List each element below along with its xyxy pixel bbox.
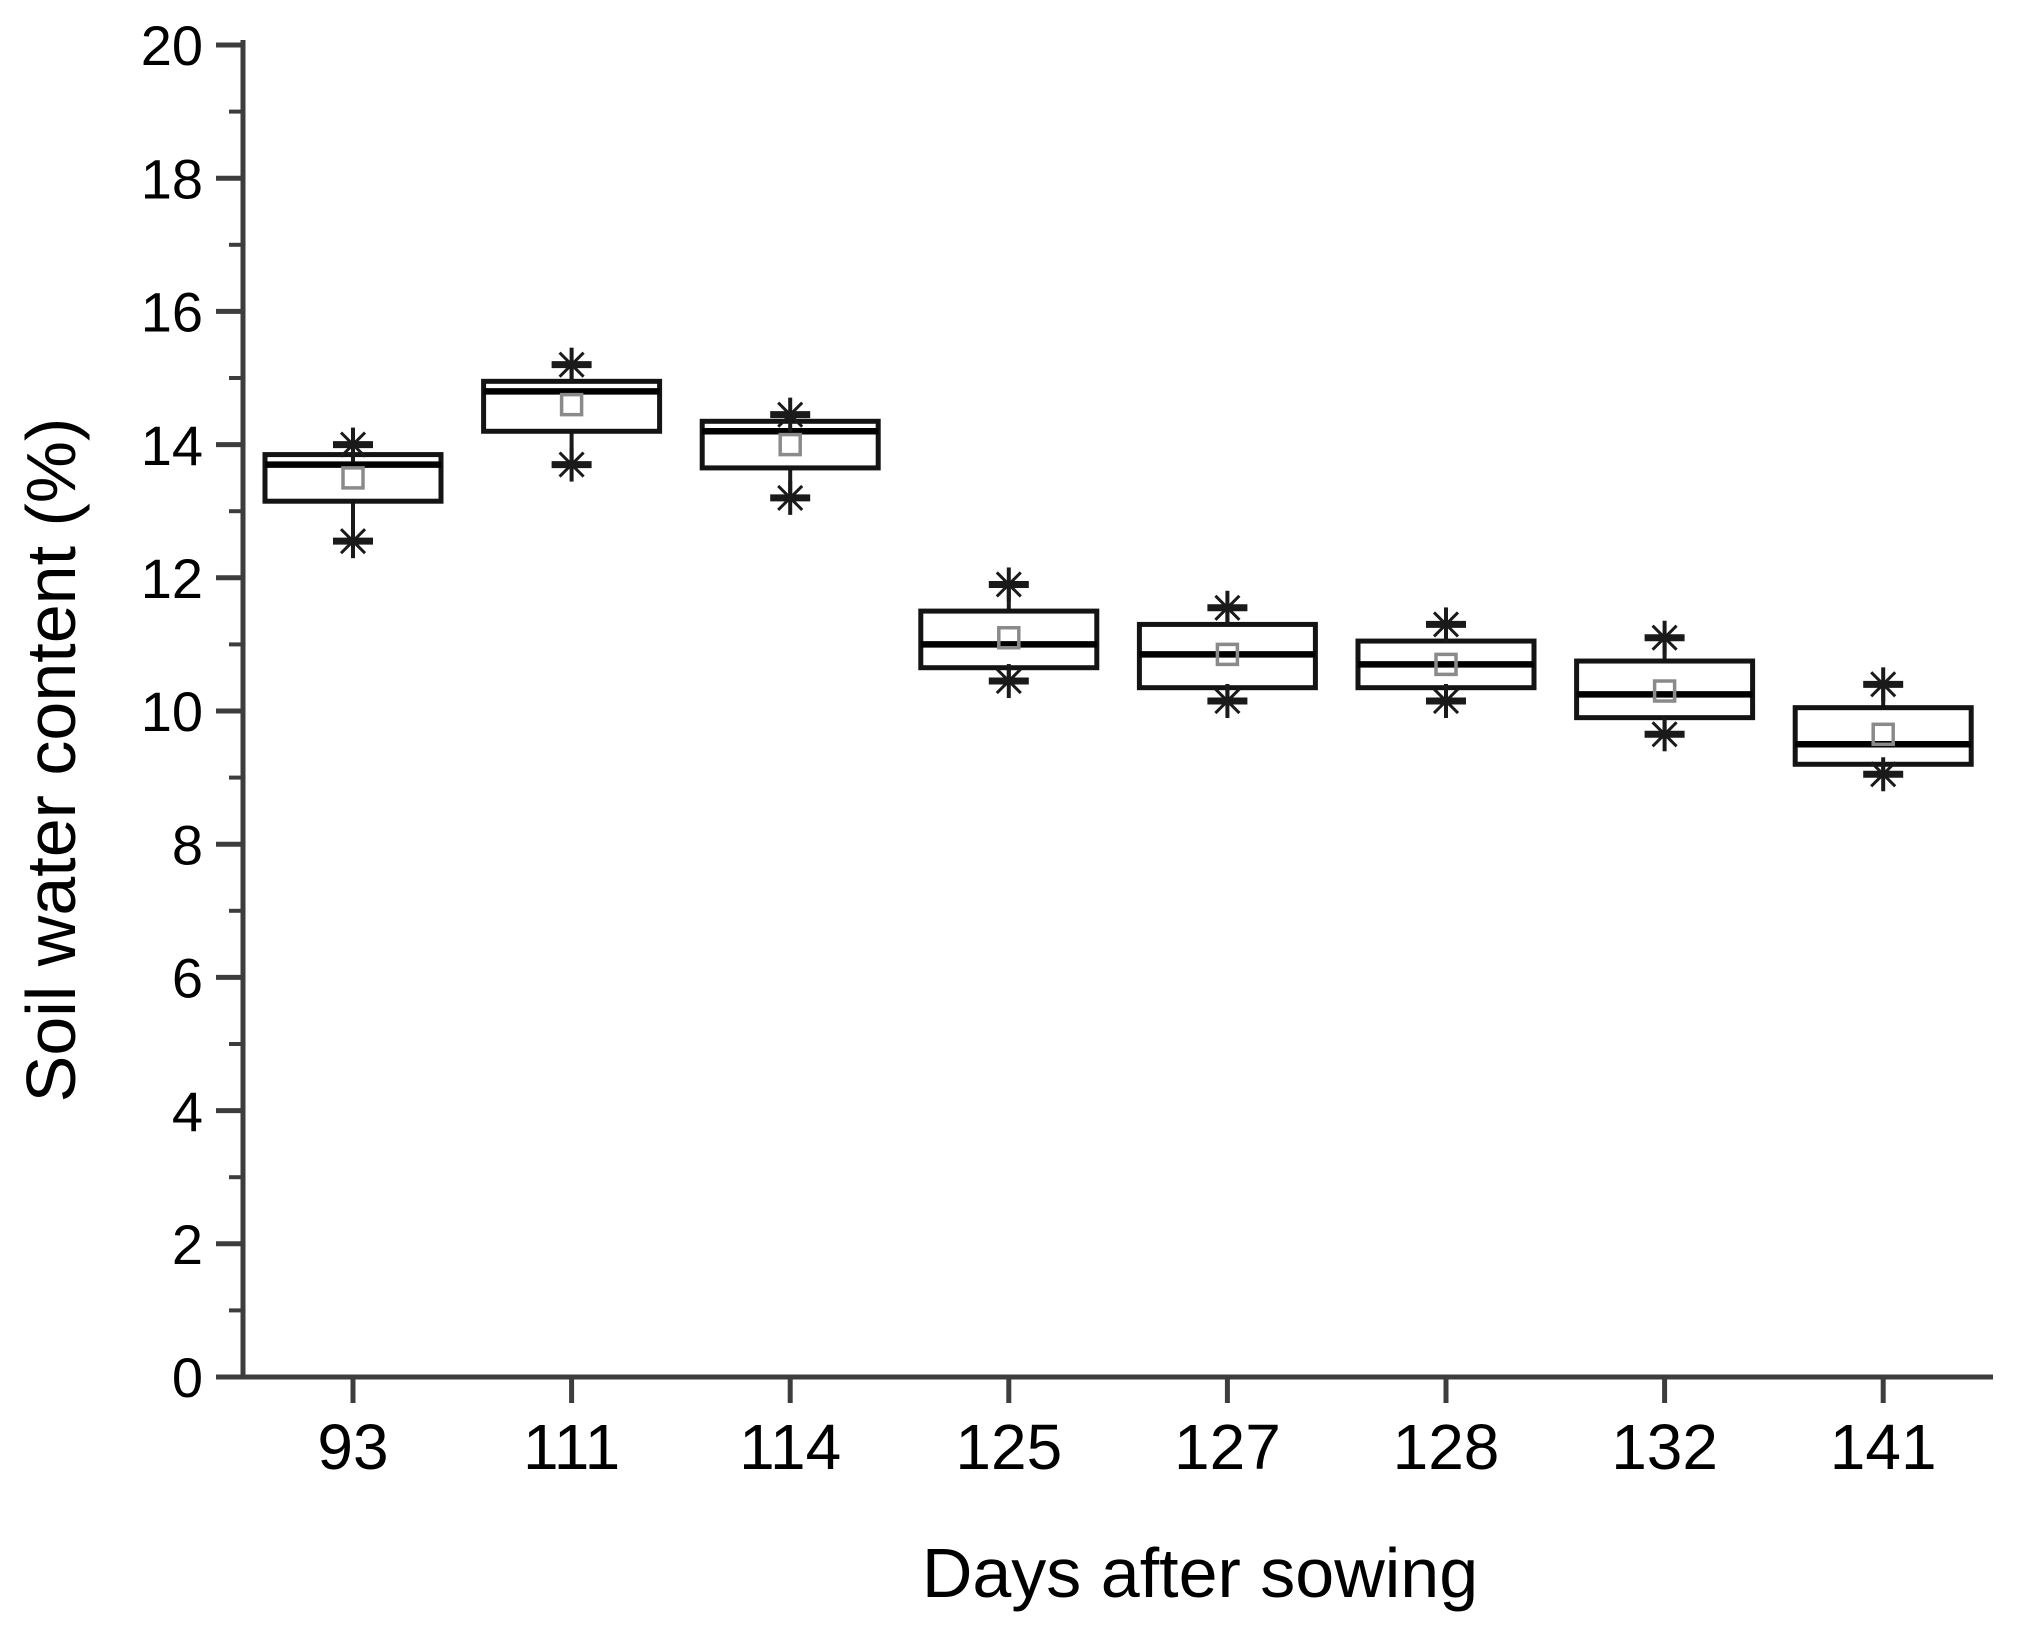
star-ray-diag2 (995, 571, 1022, 598)
star-ray-diag2 (1214, 594, 1241, 621)
upper-whisker-marker (333, 427, 373, 462)
box-group-125 (918, 567, 1100, 699)
iqr-box (1792, 705, 1974, 767)
mean-marker (559, 392, 584, 417)
star-ray-diag2 (1432, 687, 1460, 715)
y-tick-label: 10 (141, 680, 203, 743)
star-ray-diag2 (777, 484, 804, 511)
upper-whisker-marker (1426, 607, 1466, 642)
star-ray-diag2 (558, 351, 585, 378)
y-tick-label: 12 (141, 547, 203, 610)
mean-marker (778, 432, 802, 457)
lower-whisker-marker (1863, 757, 1904, 792)
star-ray-diag2 (995, 667, 1022, 695)
x-tick-label: 128 (1393, 1411, 1500, 1483)
upper-whisker-marker (1863, 667, 1904, 702)
star-ray-diag2 (777, 401, 804, 428)
mean-marker (997, 625, 1021, 650)
star-ray-diag2 (1870, 761, 1897, 788)
y-tick-label: 0 (172, 1346, 203, 1409)
star-ray-diag2 (1651, 624, 1678, 651)
lower-whisker-marker (1207, 684, 1248, 719)
y-tick-label: 4 (172, 1080, 203, 1143)
y-tick-label: 16 (141, 281, 203, 344)
lower-whisker-marker (551, 447, 592, 482)
mean-marker (341, 466, 365, 490)
star-ray-diag2 (558, 451, 585, 478)
lower-whisker-marker (1644, 717, 1685, 752)
iqr-box (918, 608, 1100, 671)
x-tick-label: 141 (1830, 1411, 1937, 1483)
x-tick-label: 114 (739, 1411, 841, 1483)
iqr-box (1574, 658, 1756, 721)
star-ray-diag2 (1432, 611, 1460, 638)
y-tick-label: 14 (141, 414, 203, 477)
star-ray-diag2 (1651, 721, 1678, 748)
x-tick-label: 125 (955, 1411, 1062, 1483)
mean-marker (1434, 652, 1458, 677)
box-group-93 (262, 427, 444, 559)
x-tick-label: 132 (1611, 1411, 1718, 1483)
star-ray-diag2 (1214, 687, 1241, 715)
upper-whisker-marker (770, 397, 811, 432)
x-tick-label: 127 (1174, 1411, 1281, 1483)
star-ray-diag2 (339, 431, 367, 458)
lower-whisker-marker (988, 664, 1029, 699)
x-tick-label: 111 (523, 1411, 620, 1483)
box-group-114 (699, 397, 881, 515)
upper-whisker-marker (1644, 620, 1685, 655)
y-axis-title: Soil water content (%) (12, 418, 90, 1103)
y-tick-label: 8 (172, 813, 203, 876)
upper-whisker-marker (551, 347, 592, 382)
box-group-111 (481, 347, 663, 482)
y-tick-label: 20 (141, 14, 203, 77)
lower-whisker-marker (1426, 684, 1466, 719)
star-ray-diag2 (1870, 671, 1897, 698)
x-axis-title: Days after sowing (922, 1534, 1478, 1612)
y-tick-label: 6 (172, 947, 203, 1010)
y-tick-label: 2 (172, 1213, 203, 1276)
mean-marker (1215, 642, 1240, 667)
star-ray-diag2 (339, 528, 367, 555)
mean-marker (1871, 722, 1895, 747)
box-group-132 (1574, 620, 1756, 752)
box-group-127 (1136, 590, 1318, 719)
lower-whisker-marker (770, 480, 811, 515)
upper-whisker-marker (988, 567, 1029, 602)
box-group-141 (1792, 667, 1974, 792)
upper-whisker-marker (1207, 590, 1248, 625)
mean-marker (1652, 679, 1677, 703)
x-tick-label: 93 (317, 1411, 388, 1483)
y-tick-label: 18 (141, 147, 203, 210)
lower-whisker-marker (333, 524, 373, 559)
plot-area: 0 2 4 6 8 10 12 14 16 18 20 93 111 114 125 127 128 132 141 (141, 14, 1993, 1483)
box-group-128 (1355, 607, 1537, 719)
